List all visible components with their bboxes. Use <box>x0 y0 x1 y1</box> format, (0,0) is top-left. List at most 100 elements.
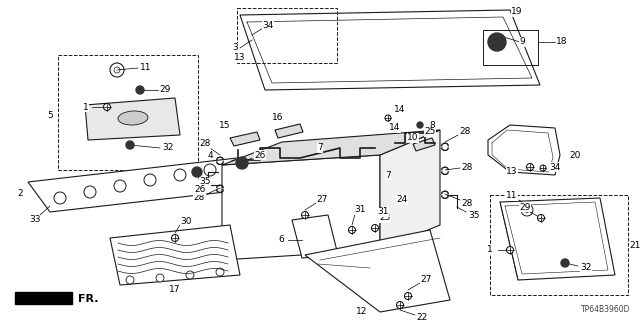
Bar <box>490 195 628 295</box>
Text: 16: 16 <box>272 114 284 123</box>
Text: 27: 27 <box>420 276 432 284</box>
Circle shape <box>114 67 120 73</box>
Circle shape <box>204 164 216 176</box>
Circle shape <box>521 204 533 216</box>
Text: 25: 25 <box>424 127 436 137</box>
Text: 8: 8 <box>429 121 435 130</box>
Text: 10: 10 <box>407 133 419 142</box>
Circle shape <box>488 33 506 51</box>
Polygon shape <box>222 155 380 260</box>
Text: 31: 31 <box>355 205 365 214</box>
Text: 28: 28 <box>199 140 211 148</box>
Circle shape <box>397 301 403 308</box>
Circle shape <box>54 192 66 204</box>
Circle shape <box>144 174 156 186</box>
Circle shape <box>385 115 391 121</box>
Text: 7: 7 <box>385 171 391 180</box>
Circle shape <box>174 169 186 181</box>
Text: 24: 24 <box>396 196 408 204</box>
Text: 30: 30 <box>180 218 192 227</box>
Text: 19: 19 <box>511 7 523 17</box>
Text: 34: 34 <box>262 20 274 29</box>
Circle shape <box>561 259 569 267</box>
Circle shape <box>525 207 529 212</box>
Circle shape <box>527 164 534 171</box>
Circle shape <box>236 157 248 169</box>
Text: 15: 15 <box>220 121 231 130</box>
Text: 28: 28 <box>461 199 473 209</box>
Text: FR.: FR. <box>78 294 99 304</box>
Text: 7: 7 <box>317 143 323 153</box>
Text: 3: 3 <box>232 44 238 52</box>
Bar <box>237 8 337 63</box>
Text: 1: 1 <box>487 245 493 254</box>
Text: 18: 18 <box>556 37 568 46</box>
Text: 31: 31 <box>377 207 388 217</box>
Polygon shape <box>110 225 240 285</box>
Circle shape <box>192 167 202 177</box>
Text: 11: 11 <box>506 191 518 201</box>
Polygon shape <box>240 10 540 90</box>
Circle shape <box>540 165 546 171</box>
Text: 12: 12 <box>356 308 368 316</box>
Bar <box>58 55 198 170</box>
Circle shape <box>172 235 179 242</box>
Text: 14: 14 <box>389 124 401 132</box>
Circle shape <box>349 227 355 234</box>
Text: 27: 27 <box>316 196 328 204</box>
Circle shape <box>110 63 124 77</box>
Circle shape <box>301 212 308 219</box>
Text: 26: 26 <box>254 150 266 159</box>
Ellipse shape <box>118 111 148 125</box>
Circle shape <box>506 246 513 253</box>
Circle shape <box>136 86 144 94</box>
Text: 6: 6 <box>278 236 284 244</box>
Text: 23: 23 <box>380 213 390 222</box>
Text: 29: 29 <box>159 85 171 94</box>
Text: 32: 32 <box>163 143 173 153</box>
Text: 22: 22 <box>417 313 428 320</box>
Circle shape <box>404 292 412 300</box>
Polygon shape <box>222 130 440 165</box>
Text: 32: 32 <box>580 263 592 273</box>
Text: 20: 20 <box>570 150 580 159</box>
Polygon shape <box>413 138 435 151</box>
Text: 13: 13 <box>506 167 518 177</box>
Circle shape <box>371 225 378 231</box>
Text: 17: 17 <box>169 285 180 294</box>
Text: 34: 34 <box>549 163 561 172</box>
Text: 26: 26 <box>195 186 205 195</box>
Text: 29: 29 <box>519 203 531 212</box>
Circle shape <box>126 141 134 149</box>
Text: 21: 21 <box>629 241 640 250</box>
Text: 35: 35 <box>468 211 480 220</box>
Polygon shape <box>488 125 560 175</box>
Circle shape <box>229 160 241 172</box>
Circle shape <box>114 180 126 192</box>
Circle shape <box>216 268 224 276</box>
Polygon shape <box>28 158 260 212</box>
Circle shape <box>186 271 194 279</box>
Polygon shape <box>230 132 260 146</box>
Circle shape <box>156 274 164 282</box>
Text: 1: 1 <box>83 102 89 111</box>
Circle shape <box>538 214 545 221</box>
Text: 28: 28 <box>193 194 205 203</box>
Polygon shape <box>15 292 72 304</box>
Text: 28: 28 <box>461 163 473 172</box>
Text: 33: 33 <box>29 215 41 225</box>
Polygon shape <box>305 230 450 312</box>
Circle shape <box>126 276 134 284</box>
Text: 11: 11 <box>140 63 152 73</box>
Text: 14: 14 <box>394 106 406 115</box>
Polygon shape <box>292 215 338 258</box>
Text: 9: 9 <box>519 37 525 46</box>
Polygon shape <box>85 98 180 140</box>
Text: 35: 35 <box>199 178 211 187</box>
Bar <box>483 30 538 65</box>
Text: 4: 4 <box>207 150 213 159</box>
Polygon shape <box>275 124 303 138</box>
Text: TP64B3960D: TP64B3960D <box>580 305 630 314</box>
Text: 2: 2 <box>17 189 23 198</box>
Text: 13: 13 <box>234 53 246 62</box>
